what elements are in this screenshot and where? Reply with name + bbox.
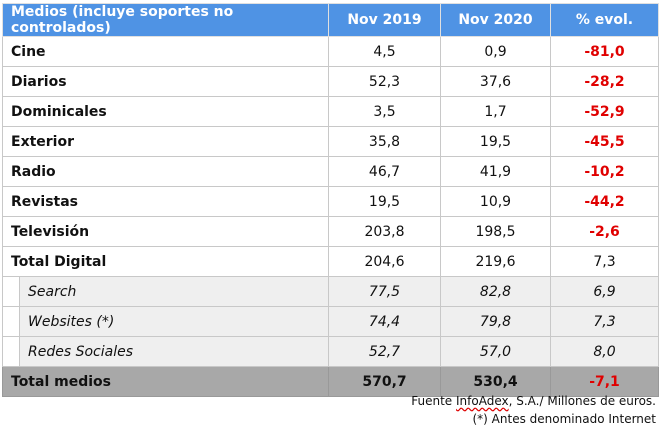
value-2020: 79,8 xyxy=(440,306,551,337)
value-2019: 52,3 xyxy=(328,66,441,97)
value-2019: 203,8 xyxy=(328,216,441,247)
value-evol: 8,0 xyxy=(550,336,659,367)
row-name: Revistas xyxy=(2,186,329,217)
value-2019: 4,5 xyxy=(328,36,441,67)
value-evol: -45,5 xyxy=(550,126,659,157)
source-name: InfoAdex xyxy=(456,394,509,408)
value-evol: -28,2 xyxy=(550,66,659,97)
table-row: Redes Sociales 52,7 57,0 8,0 xyxy=(2,336,659,367)
table-row: Total Digital 204,6 219,6 7,3 xyxy=(2,246,659,277)
table-row: Revistas 19,5 10,9 -44,2 xyxy=(2,186,659,217)
value-evol: -44,2 xyxy=(550,186,659,217)
value-2020: 41,9 xyxy=(440,156,551,187)
value-2020: 1,7 xyxy=(440,96,551,127)
value-2019: 570,7 xyxy=(328,366,441,397)
table-row: Websites (*) 74,4 79,8 7,3 xyxy=(2,306,659,337)
row-name: Total medios xyxy=(2,366,329,397)
row-name: Radio xyxy=(2,156,329,187)
row-name: Total Digital xyxy=(2,246,329,277)
value-2019: 74,4 xyxy=(328,306,441,337)
table-row: Search 77,5 82,8 6,9 xyxy=(2,276,659,307)
table-row: Radio 46,7 41,9 -10,2 xyxy=(2,156,659,187)
value-2019: 204,6 xyxy=(328,246,441,277)
value-2019: 35,8 xyxy=(328,126,441,157)
total-row: Total medios 570,7 530,4 -7,1 xyxy=(2,366,659,397)
value-2020: 37,6 xyxy=(440,66,551,97)
value-2019: 46,7 xyxy=(328,156,441,187)
value-2020: 530,4 xyxy=(440,366,551,397)
value-evol: -7,1 xyxy=(550,366,659,397)
value-2019: 19,5 xyxy=(328,186,441,217)
value-evol: 6,9 xyxy=(550,276,659,307)
header-2019: Nov 2019 xyxy=(328,3,441,37)
value-2020: 57,0 xyxy=(440,336,551,367)
value-evol: 7,3 xyxy=(550,306,659,337)
value-2019: 3,5 xyxy=(328,96,441,127)
indent-cell xyxy=(2,336,20,367)
value-2020: 82,8 xyxy=(440,276,551,307)
row-name: Websites (*) xyxy=(19,306,329,337)
indent-cell xyxy=(2,276,20,307)
value-evol: -52,9 xyxy=(550,96,659,127)
row-name: Dominicales xyxy=(2,96,329,127)
row-name: Exterior xyxy=(2,126,329,157)
header-medios: Medios (incluye soportes no controlados) xyxy=(2,3,329,37)
source-note: Fuente InfoAdex, S.A./ Millones de euros… xyxy=(411,394,656,408)
value-2020: 19,5 xyxy=(440,126,551,157)
table-row: Cine 4,5 0,9 -81,0 xyxy=(2,36,659,67)
row-name: Redes Sociales xyxy=(19,336,329,367)
value-2019: 52,7 xyxy=(328,336,441,367)
indent-cell xyxy=(2,306,20,337)
value-evol: -81,0 xyxy=(550,36,659,67)
header-row: Medios (incluye soportes no controlados)… xyxy=(2,3,659,37)
row-name: Diarios xyxy=(2,66,329,97)
value-2020: 219,6 xyxy=(440,246,551,277)
value-2020: 0,9 xyxy=(440,36,551,67)
row-name: Cine xyxy=(2,36,329,67)
source-suffix: , S.A./ Millones de euros. xyxy=(508,394,656,408)
value-evol: -2,6 xyxy=(550,216,659,247)
footnote: (*) Antes denominado Internet xyxy=(472,412,657,426)
value-2020: 198,5 xyxy=(440,216,551,247)
value-2020: 10,9 xyxy=(440,186,551,217)
header-2020: Nov 2020 xyxy=(440,3,551,37)
table-row: Exterior 35,8 19,5 -45,5 xyxy=(2,126,659,157)
row-name: Televisión xyxy=(2,216,329,247)
row-name: Search xyxy=(19,276,329,307)
value-2019: 77,5 xyxy=(328,276,441,307)
media-investment-table: Medios (incluye soportes no controlados)… xyxy=(2,3,659,397)
source-prefix: Fuente xyxy=(411,394,457,408)
table-row: Televisión 203,8 198,5 -2,6 xyxy=(2,216,659,247)
value-evol: 7,3 xyxy=(550,246,659,277)
header-evol: % evol. xyxy=(550,3,659,37)
table-row: Diarios 52,3 37,6 -28,2 xyxy=(2,66,659,97)
value-evol: -10,2 xyxy=(550,156,659,187)
table-row: Dominicales 3,5 1,7 -52,9 xyxy=(2,96,659,127)
